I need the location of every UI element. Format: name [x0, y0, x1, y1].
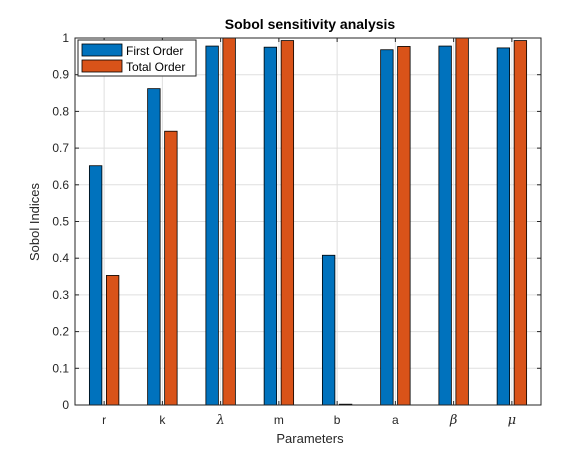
x-tick-label: β: [449, 413, 458, 428]
bar-first-order-5: [380, 49, 394, 406]
chart-title: Sobol sensitivity analysis: [225, 16, 396, 32]
bar-total-order-2: [222, 37, 236, 406]
bar-total-order-0: [105, 275, 120, 406]
y-tick-label: 1: [62, 31, 69, 45]
bar-total-order-6: [455, 37, 469, 406]
bar-first-order-7: [496, 47, 511, 406]
y-tick-label: 0.6: [52, 178, 69, 192]
x-tick-label: a: [392, 413, 399, 427]
y-tick-label: 0.1: [52, 361, 69, 375]
y-tick-label: 0.3: [52, 288, 69, 302]
y-tick-label: 0.9: [52, 68, 69, 82]
bar-total-order-3: [280, 40, 295, 406]
bar-first-order-3: [263, 46, 278, 406]
y-tick-label: 0.7: [52, 141, 69, 155]
bar-first-order-2: [205, 45, 219, 406]
bar-total-order-1: [164, 130, 178, 406]
bar-first-order-0: [88, 165, 103, 406]
y-tick-label: 0.2: [52, 325, 69, 339]
x-tick-label: r: [102, 413, 106, 427]
x-tick-label: μ: [508, 413, 516, 428]
y-tick-label: 0.8: [52, 104, 69, 118]
legend: First Order Total Order: [77, 39, 197, 77]
bar-first-order-4: [321, 254, 336, 406]
bar-total-order-7: [513, 40, 528, 406]
legend-label-total-order: Total Order: [126, 60, 185, 74]
y-tick-label: 0.5: [52, 215, 69, 229]
y-tick-label: 0.4: [52, 251, 69, 265]
bar-first-order-6: [438, 45, 452, 406]
x-tick-label: m: [274, 413, 284, 427]
y-axis-label: Sobol Indices: [27, 182, 42, 261]
x-axis-label: Parameters: [276, 431, 344, 446]
bar-first-order-1: [147, 88, 161, 406]
legend-swatch-total-order: [81, 59, 123, 73]
x-tick-label: k: [159, 413, 166, 427]
legend-label-first-order: First Order: [126, 44, 183, 58]
y-tick-label: 0: [62, 398, 69, 412]
x-tick-label: b: [334, 413, 341, 427]
legend-swatch-first-order: [81, 43, 123, 57]
plot-area: 0 0.1 0.2 0.3 0.4 0.5 0.6 0.7 0.8 0.9 1 r k λ m b a β μ Fir…: [52, 31, 542, 428]
x-tick-label: λ: [216, 413, 225, 428]
bar-total-order-5: [397, 46, 411, 406]
